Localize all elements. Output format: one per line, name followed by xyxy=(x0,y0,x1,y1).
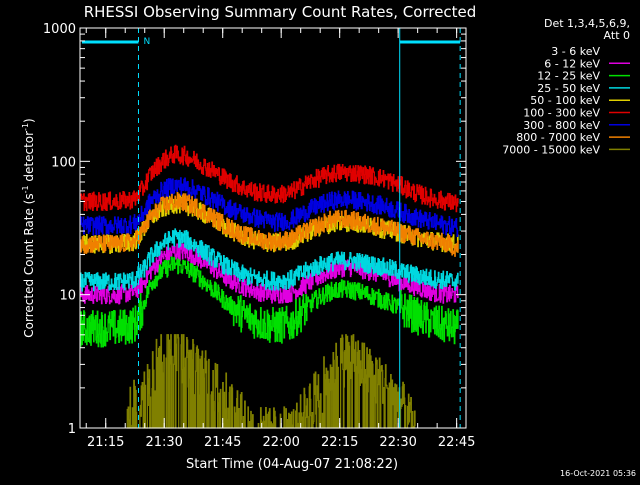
series-line xyxy=(79,256,459,348)
series-line xyxy=(79,144,459,213)
legend-label: 25 - 50 keV xyxy=(537,82,600,95)
y-axis-label-sup1: -1 xyxy=(21,185,30,193)
y-axis-label-end: ) xyxy=(22,118,36,123)
legend-label: 800 - 7000 keV xyxy=(516,131,600,144)
legend-entry: 50 - 100 keV xyxy=(530,94,630,107)
x-tick-label: 21:15 xyxy=(87,435,124,450)
legend-label: 3 - 6 keV xyxy=(551,45,600,58)
legend-entry: 300 - 800 keV xyxy=(523,119,630,132)
series-line xyxy=(79,192,459,257)
x-tick-label: 22:30 xyxy=(379,435,416,450)
series-group xyxy=(79,177,459,237)
y-axis-label: Corrected Count Rate (s-1 detector-1) xyxy=(21,118,36,337)
legend-label: 50 - 100 keV xyxy=(530,94,600,107)
chart-title: RHESSI Observing Summary Count Rates, Co… xyxy=(84,3,477,21)
x-tick-label: 21:45 xyxy=(204,435,241,450)
y-axis-label-mid: detector xyxy=(22,131,36,186)
y-tick-label: 10 xyxy=(59,289,76,304)
marker-n-label: N xyxy=(143,37,150,47)
series-group xyxy=(79,228,459,292)
legend-label: 100 - 300 keV xyxy=(523,107,600,120)
legend-header-line2: Att 0 xyxy=(604,29,630,42)
series-group xyxy=(79,192,459,257)
x-tick-label: 22:00 xyxy=(262,435,299,450)
legend-label: 300 - 800 keV xyxy=(523,119,600,132)
legend-label: 6 - 12 keV xyxy=(544,57,600,70)
legend-entry: 100 - 300 keV xyxy=(523,107,630,120)
plot-frame xyxy=(79,27,467,429)
legend-entry: 25 - 50 keV xyxy=(537,82,630,95)
x-tick-label: 22:45 xyxy=(438,435,475,450)
legend-entry: 800 - 7000 keV xyxy=(516,131,630,144)
legend-entry: 7000 - 15000 keV xyxy=(502,143,630,156)
axes-layer: N 1 10 100 1000 21:15 21:30 21:45 22:00 22:15 22:3… xyxy=(43,22,475,450)
y-axis-label-sup2: -1 xyxy=(21,123,30,131)
y-axis-label-main: Corrected Count Rate (s xyxy=(22,193,36,337)
x-tick-label: 21:30 xyxy=(145,435,182,450)
x-axis-label: Start Time (04-Aug-07 21:08:22) xyxy=(186,457,398,472)
y-tick-label: 100 xyxy=(51,155,76,170)
legend-entry: 6 - 12 keV xyxy=(544,57,630,70)
series-line xyxy=(79,228,459,292)
legend-entry: 3 - 6 keV xyxy=(551,45,630,58)
x-tick-label: 22:15 xyxy=(321,435,358,450)
y-tick-label: 1 xyxy=(68,422,76,437)
series-group xyxy=(79,144,459,213)
footer-timestamp: 16-Oct-2021 05:36 xyxy=(560,469,636,478)
legend-label: 12 - 25 keV xyxy=(537,70,600,83)
legend-entry: 12 - 25 keV xyxy=(537,70,630,83)
series-line xyxy=(79,177,459,237)
series-group xyxy=(79,256,459,348)
y-tick-label: 1000 xyxy=(43,22,76,37)
legend-label: 7000 - 15000 keV xyxy=(502,143,600,156)
legend-header-line1: Det 1,3,4,5,6,9, xyxy=(544,17,630,30)
